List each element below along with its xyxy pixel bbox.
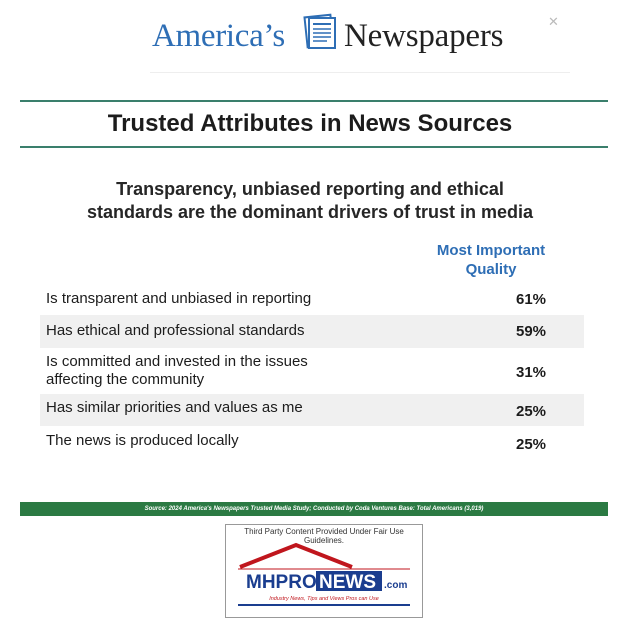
- column-header-line-1: Most Important: [436, 242, 546, 259]
- row-label: Is committed and invested in the issues …: [46, 353, 308, 389]
- table-row: Has similar priorities and values as me …: [40, 394, 584, 426]
- column-header: Most Important Quality: [420, 241, 562, 279]
- table-row: Is transparent and unbiased in reporting…: [40, 283, 584, 315]
- chart-subtitle: Transparency, unbiased reporting and eth…: [40, 178, 580, 224]
- source-note: Source: 2024 America's Newspapers Truste…: [20, 502, 608, 516]
- chart-title: Trusted Attributes in News Sources: [107, 110, 513, 137]
- subtitle-line-2: standards are the dominant drivers of tr…: [86, 202, 534, 222]
- logo-mhpro: MHPRO: [246, 572, 317, 593]
- close-icon[interactable]: ✕: [548, 14, 559, 29]
- fair-use-badge[interactable]: Third Party Content Provided Under Fair …: [225, 524, 423, 618]
- newspaper-icon: [303, 13, 336, 49]
- table-row: Is committed and invested in the issues …: [40, 348, 584, 394]
- row-label: Is transparent and unbiased in reporting: [46, 290, 312, 307]
- title-rule-bottom: [20, 146, 608, 148]
- row-label: Has similar priorities and values as me: [46, 399, 303, 416]
- row-value: 61%: [515, 291, 547, 308]
- title-rule-top: [20, 100, 608, 102]
- row-value: 25%: [515, 436, 547, 453]
- row-label: Has ethical and professional standards: [46, 322, 305, 339]
- row-label-line-1: Is committed and invested in the issues: [46, 353, 308, 370]
- logo-tagline: Industry News, Tips and Views Pros can U…: [269, 596, 379, 602]
- brand-left-text: America’s: [152, 18, 285, 54]
- table-row: The news is produced locally 25%: [40, 426, 584, 460]
- mhpronews-logo: MHPRO NEWS .com Industry News, Tips and …: [238, 542, 410, 606]
- row-label: The news is produced locally: [46, 432, 239, 449]
- logo-com: .com: [384, 580, 407, 591]
- divider: [150, 72, 570, 73]
- row-value: 25%: [515, 403, 547, 420]
- row-label-line-2: affecting the community: [46, 371, 205, 388]
- masthead: America’s Newspapers ✕: [0, 8, 620, 60]
- row-value: 31%: [515, 364, 547, 381]
- brand-right-text: Newspapers: [344, 18, 504, 54]
- logo-news: NEWS: [319, 572, 376, 593]
- subtitle-line-1: Transparency, unbiased reporting and eth…: [116, 179, 504, 199]
- row-value: 59%: [515, 323, 547, 340]
- column-header-line-2: Quality: [465, 261, 517, 278]
- badge-caption: Third Party Content Provided Under Fair …: [244, 527, 404, 545]
- table-row: Has ethical and professional standards 5…: [40, 315, 584, 348]
